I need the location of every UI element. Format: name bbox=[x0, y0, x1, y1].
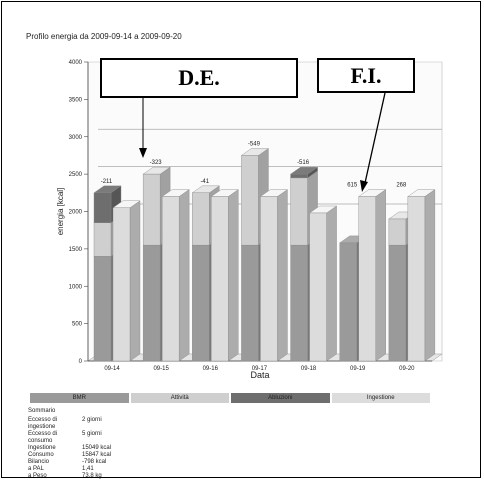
bar-bmr bbox=[192, 244, 210, 362]
fi-callout: F.I. bbox=[317, 58, 415, 93]
data-label: -41 bbox=[200, 179, 209, 185]
bar-attivit bbox=[93, 222, 112, 257]
bar-attivit bbox=[388, 218, 407, 246]
chart-title: Profilo energia da 2009-09-14 a 2009-09-… bbox=[26, 32, 182, 41]
bar-attivit bbox=[142, 173, 161, 246]
y-tick-label: 500 bbox=[72, 322, 83, 328]
summary-row: a PAL 1,41 bbox=[28, 466, 111, 473]
legend-item: BMR bbox=[30, 393, 131, 403]
bar-ingestione bbox=[260, 196, 278, 362]
bar-attivit bbox=[192, 192, 210, 246]
x-tick-label: 09-14 bbox=[104, 366, 120, 372]
summary-value: 5 giorni bbox=[82, 431, 102, 437]
summary-row: Ingestione 15049 kcal bbox=[28, 445, 111, 452]
legend-item: Attività bbox=[130, 393, 231, 403]
y-tick-label: 4000 bbox=[69, 60, 83, 66]
bar-ingestione-side bbox=[277, 189, 288, 362]
data-label: 615 bbox=[347, 183, 358, 189]
y-tick-label: 2500 bbox=[69, 172, 83, 178]
bar-bmr bbox=[339, 242, 357, 362]
de-callout: D.E. bbox=[100, 58, 298, 98]
bar-ingestione bbox=[211, 196, 229, 362]
summary-row: Bilancio -798 kcal bbox=[28, 459, 111, 466]
bar-ingestione-side bbox=[424, 189, 436, 362]
summary-key: Consumo bbox=[28, 452, 54, 458]
legend: BMR Attività Abluzioni Ingestione bbox=[30, 393, 432, 403]
bar-ingestione bbox=[112, 207, 131, 362]
bar-ingestione bbox=[161, 196, 180, 362]
summary-key: Eccesso di ingestione bbox=[28, 417, 58, 430]
x-tick-label: 09-15 bbox=[153, 366, 169, 372]
bar-ingestione-side bbox=[375, 189, 386, 362]
y-tick-label: 3000 bbox=[69, 135, 83, 141]
summary-value: 15847 kcal bbox=[82, 452, 112, 458]
data-label: -323 bbox=[150, 160, 163, 166]
y-tick-label: 0 bbox=[79, 359, 83, 365]
bar-bmr bbox=[388, 244, 407, 362]
bar-ingestione bbox=[358, 196, 376, 362]
data-label: -516 bbox=[297, 160, 310, 166]
x-tick-label: 09-16 bbox=[203, 366, 219, 372]
y-tick-label: 1000 bbox=[69, 284, 83, 290]
x-tick-label: 09-18 bbox=[301, 366, 317, 372]
bar-attivit bbox=[290, 177, 308, 246]
bar-abluzioni bbox=[93, 192, 112, 223]
bar-ingestione-side bbox=[178, 189, 190, 362]
summary-value: -798 kcal bbox=[82, 459, 107, 465]
data-label: -549 bbox=[248, 141, 261, 147]
de-arrow-head bbox=[139, 148, 147, 158]
y-tick-label: 3500 bbox=[69, 97, 83, 103]
summary-value: 15049 kcal bbox=[82, 445, 112, 451]
legend-item: Ingestione bbox=[331, 393, 432, 403]
bar-ingestione bbox=[309, 212, 327, 362]
bar-ingestione-side bbox=[129, 200, 141, 362]
y-tick-label: 1500 bbox=[69, 247, 83, 253]
y-axis-label: energia [kcal] bbox=[56, 188, 65, 236]
bar-bmr bbox=[290, 244, 308, 362]
bar-bmr bbox=[142, 244, 161, 362]
data-label: 268 bbox=[396, 183, 407, 189]
data-label: -211 bbox=[101, 179, 113, 185]
summary-key: Eccesso di consumo bbox=[28, 431, 58, 444]
bar-ingestione-side bbox=[228, 189, 239, 362]
summary-value: 2 giorni bbox=[82, 417, 102, 423]
summary-row: Eccesso di ingestione 2 giorni bbox=[28, 417, 111, 431]
fi-arrow-head bbox=[360, 180, 368, 192]
summary-row: a Peso 73,8 kg bbox=[28, 473, 111, 480]
summary-key: Ingestione bbox=[28, 445, 56, 451]
bar-bmr bbox=[241, 244, 259, 362]
y-tick-label: 2000 bbox=[69, 210, 83, 216]
summary-row: Eccesso di consumo 5 giorni bbox=[28, 431, 111, 445]
summary: Sommario Eccesso di ingestione 2 giorni Ec… bbox=[28, 408, 111, 480]
x-tick-label: 09-20 bbox=[399, 366, 415, 372]
summary-heading: Sommario bbox=[28, 408, 56, 414]
summary-key: Bilancio bbox=[28, 459, 50, 465]
legend-item: Abluzioni bbox=[231, 393, 332, 403]
summary-value: 73,8 kg bbox=[82, 473, 102, 479]
summary-key: a Peso bbox=[28, 473, 47, 479]
summary-row: Consumo 15847 kcal bbox=[28, 452, 111, 459]
fi-arrow-line bbox=[364, 92, 386, 184]
summary-key: a PAL bbox=[28, 466, 44, 472]
bar-abluzioni bbox=[290, 173, 308, 179]
bar-ingestione bbox=[407, 196, 426, 362]
bar-ingestione-side bbox=[326, 205, 337, 362]
bar-attivit bbox=[241, 155, 259, 246]
summary-value: 1,41 bbox=[82, 466, 94, 472]
bar-bmr bbox=[93, 256, 112, 362]
x-axis-label: Data bbox=[250, 370, 269, 380]
x-tick-label: 09-19 bbox=[350, 366, 366, 372]
x-tick-label: 09-17 bbox=[252, 366, 268, 372]
